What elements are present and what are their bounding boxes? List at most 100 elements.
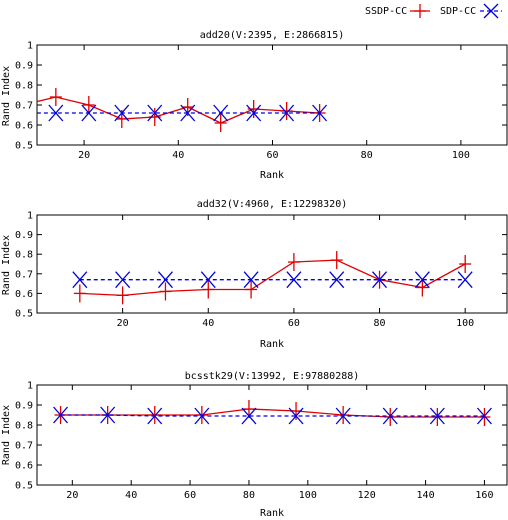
data-point-sdp-cc [246, 104, 262, 122]
data-point-ssdp-cc [148, 406, 161, 424]
data-point-ssdp-cc [82, 96, 95, 114]
panel-add20: add20(V:2395, E:2866815) Rand Index Rank… [1, 30, 508, 181]
data-point-sdp-cc [243, 271, 259, 289]
data-point-ssdp-cc [195, 406, 208, 424]
y-tick-label: 0.9 [15, 61, 33, 72]
plot-content [72, 251, 473, 305]
data-point-ssdp-cc [330, 251, 343, 270]
plot-frame [36, 384, 508, 486]
x-tick-label: 80 [361, 150, 373, 161]
data-point-sdp-cc [81, 104, 97, 122]
y-tick-label: 0.9 [15, 401, 33, 412]
data-point-sdp-cc [147, 407, 163, 425]
data-point-ssdp-cc [116, 286, 129, 305]
series-line-sdp-cc [60, 414, 485, 417]
data-point-sdp-cc [329, 271, 345, 289]
y-tick-label: 0.8 [15, 250, 33, 261]
panel-add32: add32(V:4960, E:12298320) Rand Index Ran… [1, 199, 508, 350]
y-tick-label: 0.6 [15, 461, 33, 472]
x-tick-label: 40 [202, 318, 214, 329]
data-point-sdp-cc [194, 407, 210, 425]
data-point-ssdp-cc [287, 253, 300, 272]
y-tick-label: 0.8 [15, 421, 33, 432]
y-axis-label: Rand Index [1, 405, 12, 465]
data-point-sdp-cc [457, 271, 473, 289]
chart-title: add20(V:2395, E:2866815) [200, 30, 345, 41]
chart-title: add32(V:4960, E:12298320) [197, 199, 348, 210]
x-tick-label: 80 [243, 490, 255, 501]
x-axis-label: Rank [260, 170, 284, 181]
data-point-sdp-cc [100, 406, 116, 424]
data-point-sdp-cc [476, 407, 492, 425]
y-tick-label: 0.5 [15, 309, 33, 320]
legend-label-ssdp-cc: SSDP-CC [365, 6, 407, 17]
data-point-sdp-cc [241, 407, 257, 425]
plot-content [37, 88, 328, 132]
y-axis-label: Rand Index [1, 66, 12, 126]
y-tick-label: 0.5 [15, 481, 33, 492]
data-point-sdp-cc [157, 271, 173, 289]
data-point-ssdp-cc [159, 282, 172, 301]
data-point-ssdp-cc [242, 400, 255, 418]
data-point-sdp-cc [114, 104, 130, 122]
y-tick-label: 0.8 [15, 81, 33, 92]
data-point-sdp-cc [288, 407, 304, 425]
y-tick-label: 0.9 [15, 230, 33, 241]
x-tick-label: 20 [78, 150, 90, 161]
data-point-sdp-cc [382, 407, 398, 425]
y-tick-label: 0.6 [15, 121, 33, 132]
y-tick-label: 0.7 [15, 441, 33, 452]
data-point-sdp-cc [147, 104, 163, 122]
legend-label-sdp-cc: SDP-CC [440, 6, 476, 17]
legend-marker-sdp-cc-b [483, 3, 499, 19]
y-tick-label: 1 [27, 41, 33, 52]
data-point-sdp-cc [286, 271, 302, 289]
y-tick-label: 0.7 [15, 101, 33, 112]
y-tick-label: 0.6 [15, 289, 33, 300]
series-line-ssdp-cc [79, 259, 466, 297]
data-point-ssdp-cc [73, 284, 86, 303]
data-point-sdp-cc [414, 271, 430, 289]
data-point-ssdp-cc [49, 88, 62, 106]
data-point-ssdp-cc [214, 114, 227, 132]
x-tick-label: 100 [452, 150, 470, 161]
data-point-sdp-cc [180, 104, 196, 122]
data-point-ssdp-cc [478, 408, 491, 426]
x-tick-label: 160 [475, 490, 493, 501]
series-line-ssdp-cc [37, 96, 320, 124]
data-point-sdp-cc [213, 104, 229, 122]
x-tick-label: 60 [184, 490, 196, 501]
x-tick-label: 40 [125, 490, 137, 501]
x-tick-label: 100 [456, 318, 474, 329]
x-tick-label: 20 [117, 318, 129, 329]
data-point-ssdp-cc [384, 408, 397, 426]
x-axis-label: Rank [260, 339, 284, 350]
x-tick-label: 60 [288, 318, 300, 329]
y-axis-label: Rand Index [1, 235, 12, 295]
x-tick-label: 60 [266, 150, 278, 161]
y-tick-label: 0.5 [15, 141, 33, 152]
y-tick-label: 1 [27, 211, 33, 222]
data-point-ssdp-cc [431, 408, 444, 426]
plot-frame [36, 214, 508, 314]
x-tick-label: 40 [172, 150, 184, 161]
data-point-sdp-cc [335, 407, 351, 425]
data-point-sdp-cc [48, 104, 64, 122]
data-point-sdp-cc [312, 104, 328, 122]
data-point-sdp-cc [72, 271, 88, 289]
data-point-sdp-cc [115, 271, 131, 289]
plot-content [53, 400, 492, 426]
x-tick-label: 120 [358, 490, 376, 501]
x-tick-label: 20 [66, 490, 78, 501]
y-tick-label: 1 [27, 381, 33, 392]
legend: SSDP-CC SDP-CC [365, 3, 502, 19]
data-point-ssdp-cc [280, 102, 293, 120]
data-point-sdp-cc [429, 407, 445, 425]
x-tick-label: 100 [299, 490, 317, 501]
x-axis-label: Rank [260, 508, 284, 519]
data-point-ssdp-cc [337, 406, 350, 424]
data-point-sdp-cc [53, 406, 69, 424]
data-point-ssdp-cc [416, 278, 429, 297]
data-point-sdp-cc [279, 104, 295, 122]
